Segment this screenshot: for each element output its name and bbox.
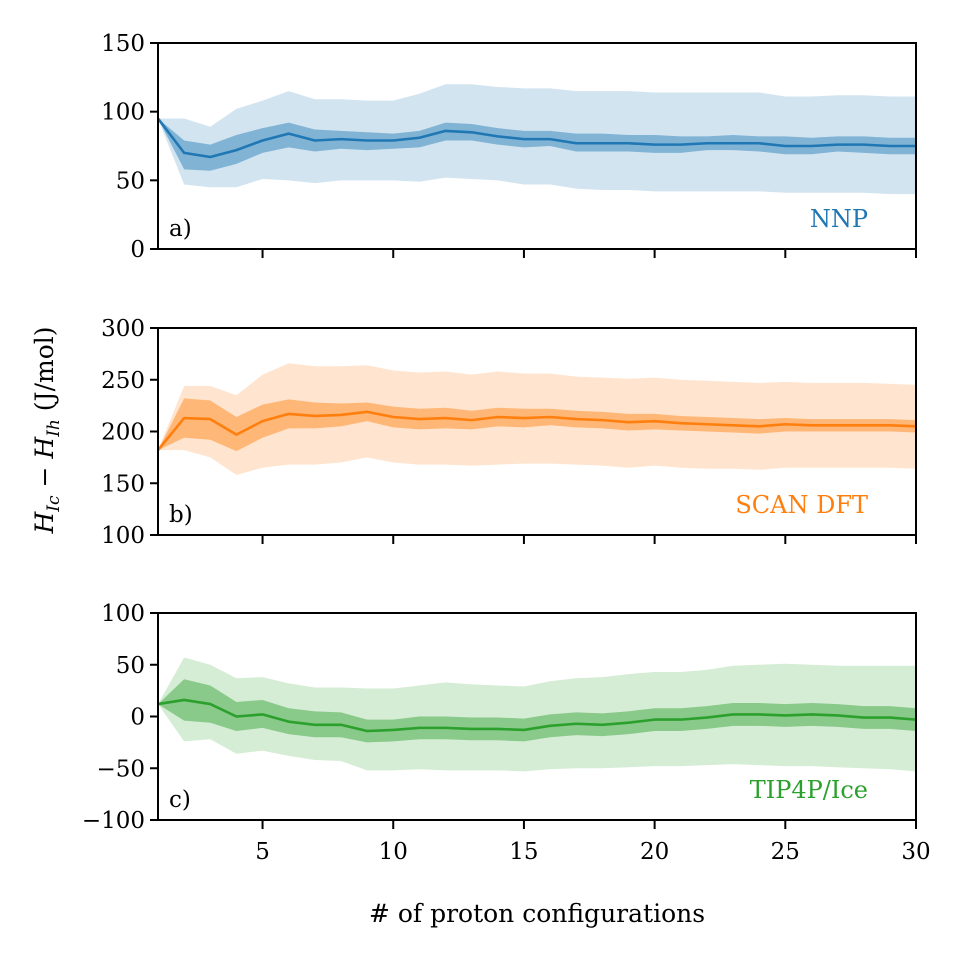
y-tick-label: 150 [101, 31, 145, 57]
outer-band [158, 363, 916, 475]
y-tick-label: −100 [82, 808, 145, 834]
panel-1: 0 50 100 150 a) NNP [101, 31, 917, 263]
y-tick-label: 300 [101, 316, 145, 342]
x-tick-label: 15 [509, 839, 538, 865]
y-axis-label-h1: H [30, 511, 59, 535]
x-tick-label: 20 [640, 839, 669, 865]
y-tick-label: 100 [101, 601, 145, 627]
y-tick-label: 0 [130, 705, 145, 731]
y-axis-label-minus: − [30, 459, 59, 496]
inner-band [158, 118, 916, 171]
panel-2: 100 150 200 250 300 b) SCAN DFT [101, 316, 917, 549]
y-tick-label: 150 [101, 471, 145, 497]
x-axis-label: # of proton configurations [369, 899, 705, 928]
y-tick-label: 100 [101, 100, 145, 126]
panel-label: c) [169, 787, 191, 813]
y-tick-label: 0 [130, 237, 145, 263]
y-tick-label: 200 [101, 420, 145, 446]
series-label: NNP [810, 205, 868, 233]
y-tick-label: 250 [101, 368, 145, 394]
y-axis-label-sub2: Ih [44, 419, 64, 438]
panel-3: −100 −50 0 50 100 5 10 15 20 25 30 c) TIP4P/Ice [82, 601, 931, 865]
mean-line [156, 410, 917, 451]
y-axis-label-unit: (J/mol) [30, 326, 59, 419]
y-axis-label-h2: H [30, 436, 59, 460]
y-axis-label: HIc − HIh (J/mol) [30, 326, 64, 534]
y-tick-label: 50 [116, 653, 145, 679]
panel-label: a) [169, 216, 192, 242]
panel-label: b) [169, 502, 193, 528]
x-tick-label: 5 [255, 839, 270, 865]
series-label: TIP4P/Ice [750, 776, 868, 804]
y-tick-label: −50 [96, 756, 145, 782]
inner-band [158, 398, 916, 452]
x-tick-label: 10 [379, 839, 408, 865]
y-tick-label: 100 [101, 523, 145, 549]
axes-frame [157, 42, 917, 250]
x-tick-label: 30 [901, 839, 930, 865]
y-tick-label: 50 [116, 168, 145, 194]
x-tick-label: 25 [771, 839, 800, 865]
series-label: SCAN DFT [735, 491, 868, 519]
mean-line [156, 117, 916, 159]
mean-line [157, 698, 917, 733]
y-axis-label-sub1: Ic [44, 495, 64, 513]
outer-band [158, 657, 916, 772]
